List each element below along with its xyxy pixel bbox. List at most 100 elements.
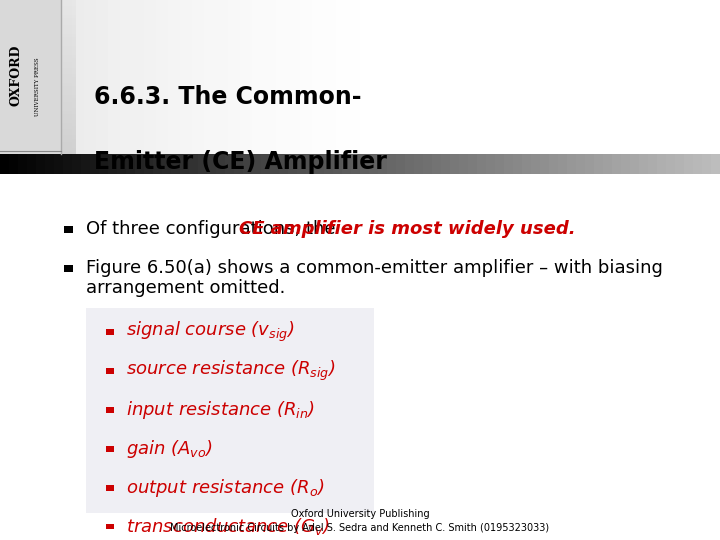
Bar [702, 154, 711, 174]
Bar [171, 154, 180, 174]
Text: transconductance ($\mathit{G}_{\mathit{v}}$): transconductance ($\mathit{G}_{\mathit{v… [126, 516, 330, 537]
Bar [585, 154, 594, 174]
Bar [192, 0, 204, 154]
Bar [0, 74, 76, 77]
Bar [0, 120, 76, 123]
Bar [0, 65, 76, 68]
Bar [630, 154, 639, 174]
Bar [0, 141, 76, 145]
Bar [86, 308, 374, 513]
Bar [0, 49, 76, 52]
Text: Figure 6.50(a) shows a common-emitter amplifier – with biasing: Figure 6.50(a) shows a common-emitter am… [86, 259, 663, 278]
Bar [504, 154, 513, 174]
Bar [0, 129, 76, 132]
Bar [513, 154, 522, 174]
Bar [306, 154, 315, 174]
Text: CE amplifier is most widely used.: CE amplifier is most widely used. [239, 220, 575, 239]
Bar [312, 0, 324, 154]
Bar [522, 154, 531, 174]
Bar [675, 154, 684, 174]
Bar [405, 154, 414, 174]
Bar [423, 154, 432, 174]
Bar [0, 102, 76, 105]
Bar [0, 0, 61, 154]
Bar [0, 98, 76, 102]
Bar [621, 154, 630, 174]
Bar [198, 154, 207, 174]
Bar [0, 68, 76, 71]
Bar [0, 145, 76, 148]
Bar [0, 154, 9, 174]
Bar [396, 154, 405, 174]
Bar [27, 154, 36, 174]
Bar [276, 0, 288, 154]
Bar [0, 114, 76, 117]
Text: output resistance ($\mathit{R}_{\mathit{o}}$): output resistance ($\mathit{R}_{\mathit{… [126, 477, 325, 498]
Bar [0, 52, 76, 56]
Bar [288, 154, 297, 174]
Bar [0, 111, 76, 114]
Bar [459, 154, 468, 174]
Bar [0, 138, 76, 141]
Bar [48, 0, 60, 154]
Bar [204, 0, 216, 154]
Bar [0, 56, 76, 58]
Bar [576, 154, 585, 174]
Bar [684, 154, 693, 174]
Bar [135, 154, 144, 174]
Bar [180, 0, 192, 154]
Bar [300, 0, 312, 154]
Bar [63, 226, 73, 233]
Bar [261, 154, 270, 174]
Bar [54, 154, 63, 174]
Bar [315, 154, 324, 174]
Bar [414, 154, 423, 174]
Bar [0, 86, 76, 89]
Bar [252, 154, 261, 174]
Text: OXFORD: OXFORD [9, 45, 22, 106]
Bar [12, 0, 24, 154]
Bar [216, 0, 228, 154]
Bar [0, 22, 76, 25]
Bar [107, 524, 114, 529]
Bar [0, 117, 76, 120]
Bar [84, 0, 96, 154]
Text: Oxford University Publishing: Oxford University Publishing [291, 509, 429, 519]
Bar [432, 154, 441, 174]
Bar [72, 154, 81, 174]
Bar [711, 154, 720, 174]
Text: Of three configurations, the: Of three configurations, the [86, 220, 342, 239]
Bar [126, 154, 135, 174]
Text: signal course ($\mathit{v}_{\mathit{sig}}$): signal course ($\mathit{v}_{\mathit{sig}… [126, 320, 294, 344]
Bar [0, 25, 76, 28]
Bar [108, 0, 120, 154]
Bar [63, 265, 73, 272]
Bar [107, 368, 114, 374]
Bar [144, 154, 153, 174]
Bar [132, 0, 144, 154]
Bar [36, 154, 45, 174]
Bar [0, 6, 76, 9]
Bar [0, 12, 76, 15]
Bar [0, 3, 76, 6]
Bar [60, 0, 72, 154]
Bar [0, 83, 76, 86]
Bar [0, 126, 76, 129]
Bar [24, 0, 36, 154]
Bar [9, 154, 18, 174]
Bar [324, 0, 336, 154]
Bar [468, 154, 477, 174]
Bar [90, 154, 99, 174]
Bar [108, 154, 117, 174]
Bar [336, 0, 348, 154]
Bar [666, 154, 675, 174]
Bar [252, 0, 264, 154]
Text: input resistance ($\mathit{R}_{\mathit{in}}$): input resistance ($\mathit{R}_{\mathit{i… [126, 399, 315, 421]
Bar [0, 9, 76, 12]
Bar [36, 0, 48, 154]
Bar [378, 154, 387, 174]
Bar [0, 105, 76, 107]
Bar [107, 446, 114, 451]
Bar [45, 154, 54, 174]
Bar [228, 0, 240, 154]
